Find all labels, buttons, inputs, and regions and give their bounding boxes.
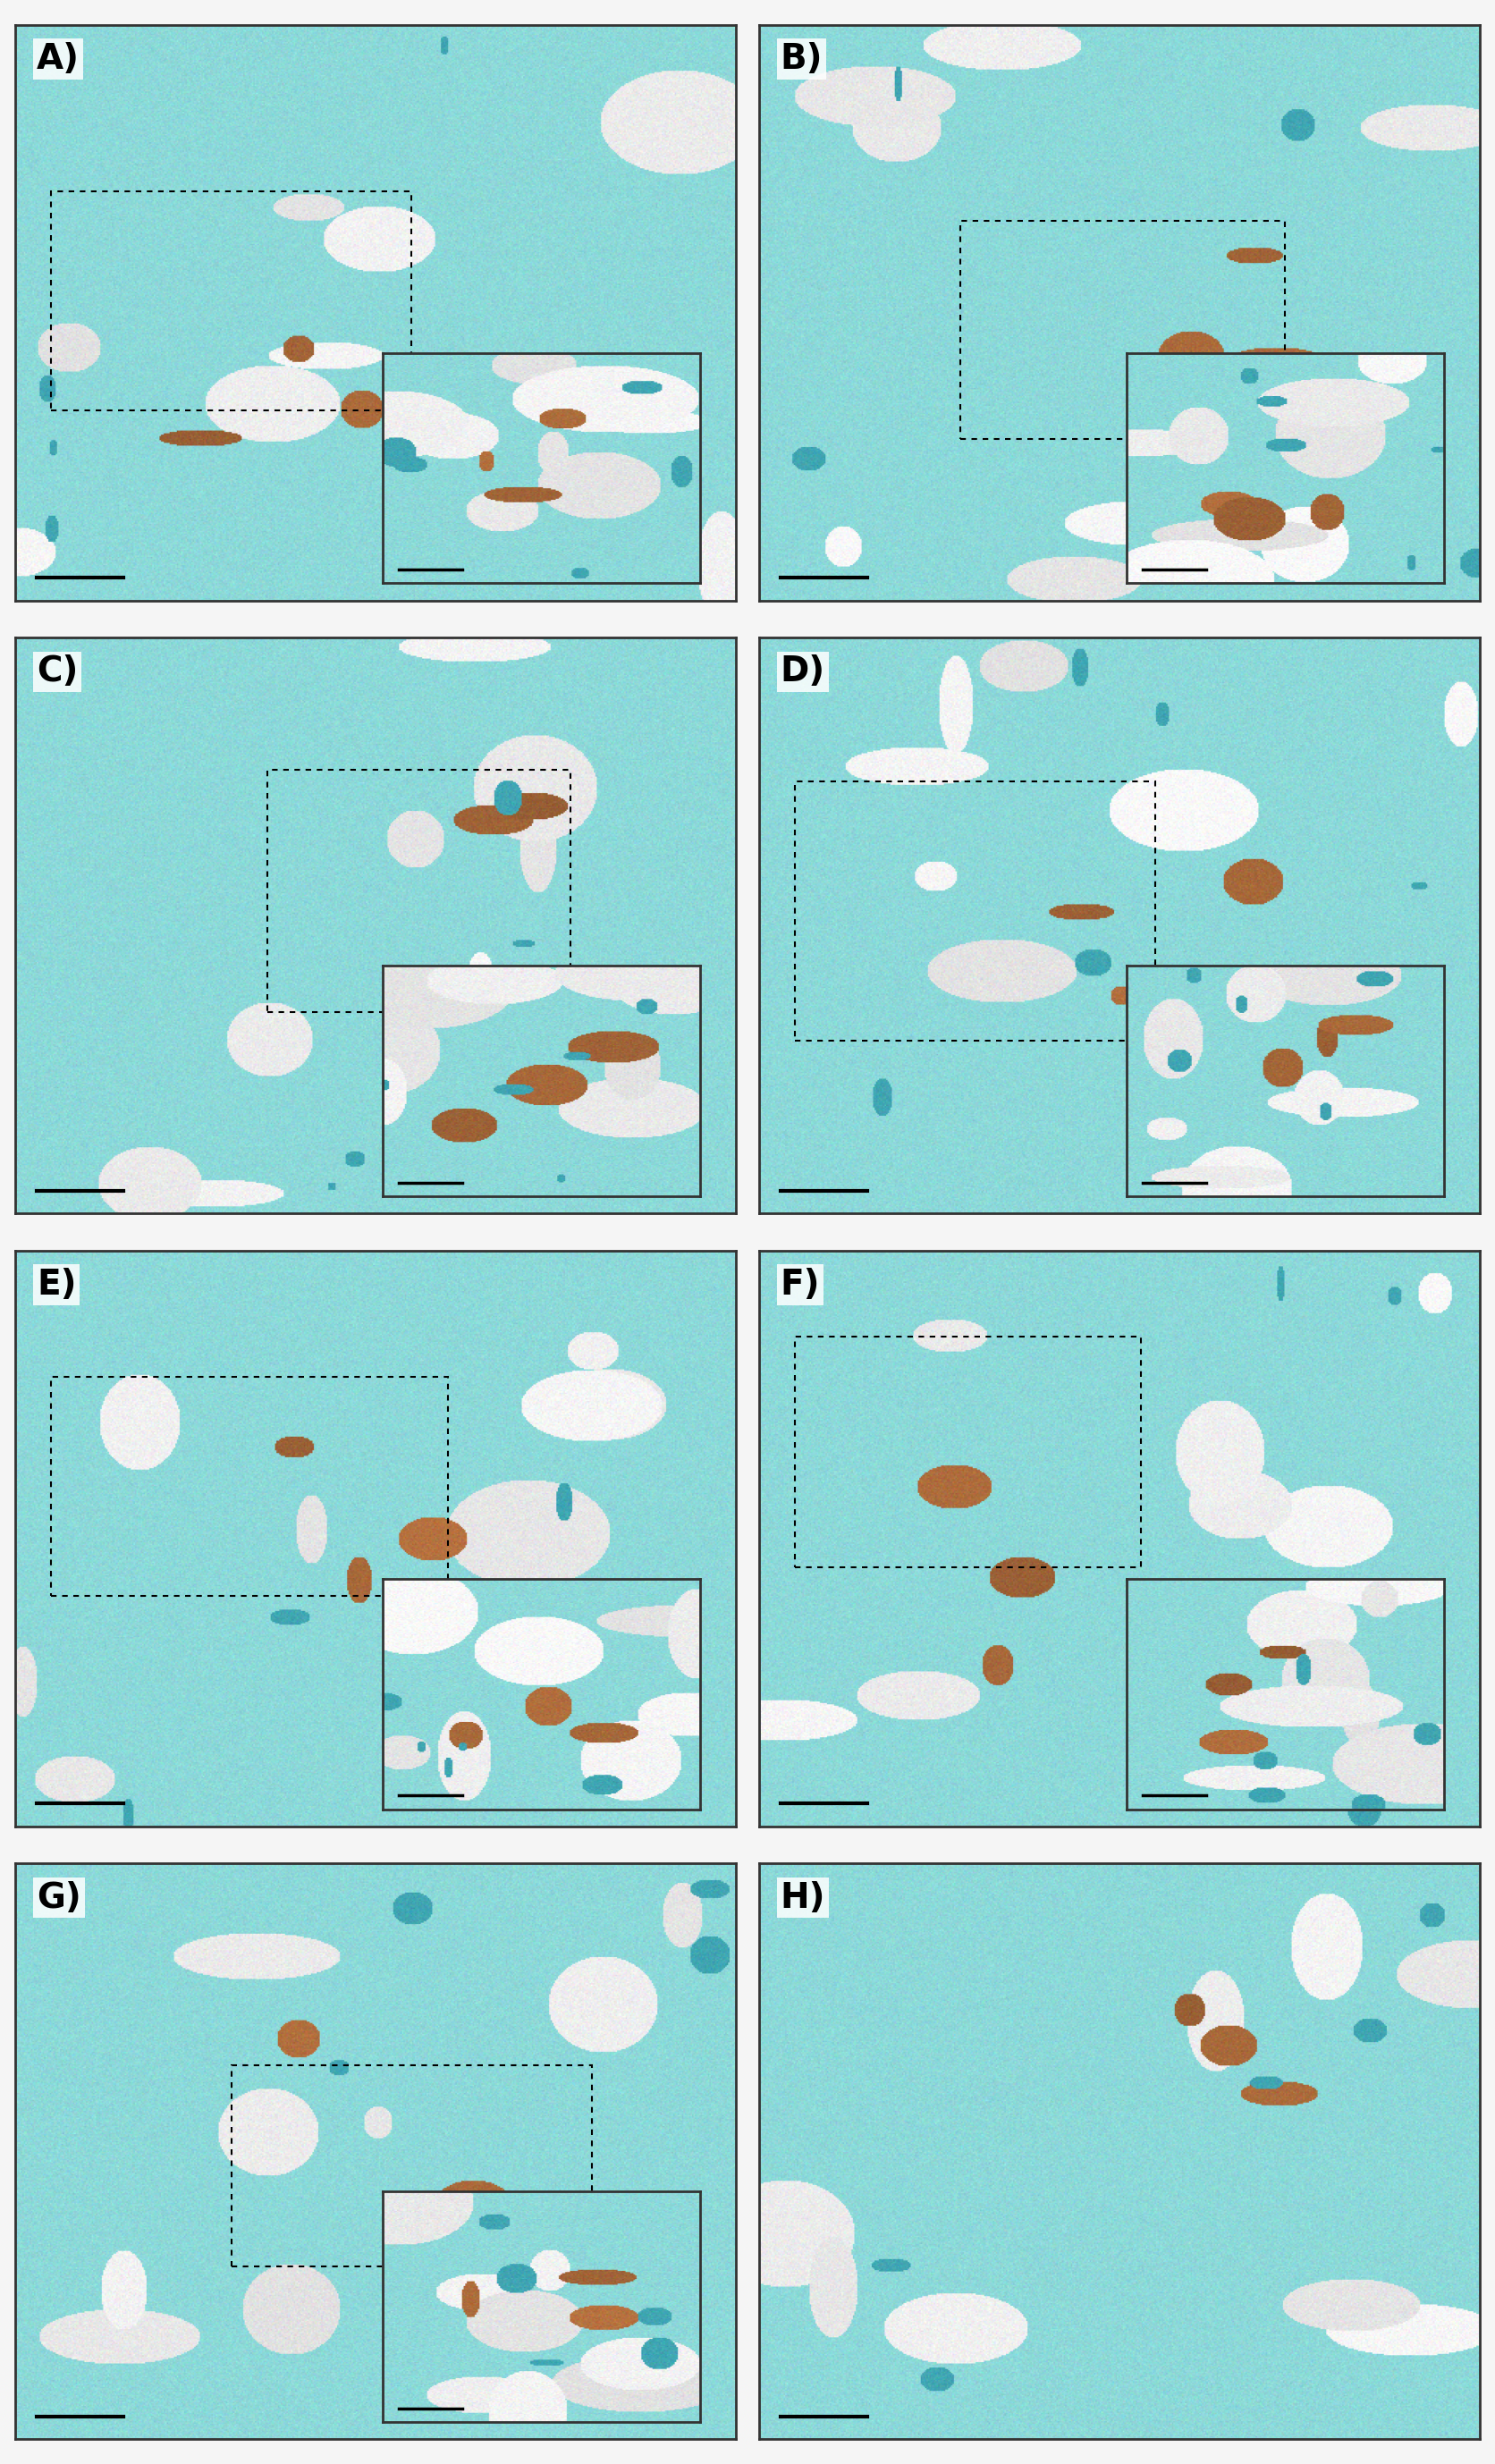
Text: F): F)	[780, 1269, 821, 1301]
Text: H): H)	[780, 1880, 825, 1915]
Text: D): D)	[780, 655, 825, 690]
Text: G): G)	[36, 1880, 81, 1915]
Text: A): A)	[36, 42, 79, 76]
Text: C): C)	[36, 655, 78, 690]
Text: E): E)	[36, 1269, 76, 1301]
Text: B): B)	[780, 42, 822, 76]
